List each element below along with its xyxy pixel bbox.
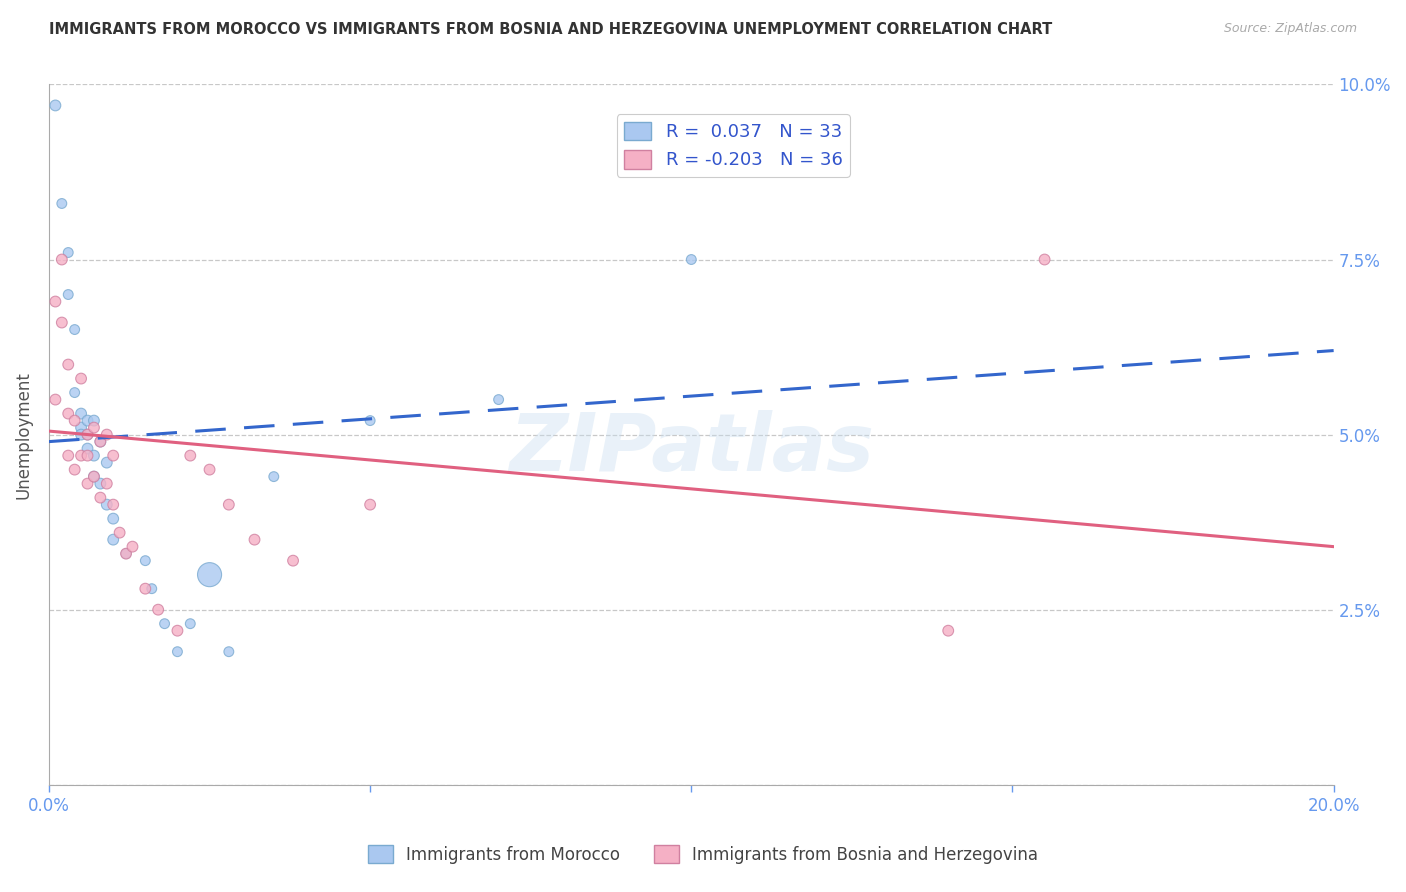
- Point: [89, 476, 111, 491]
- Point: [115, 547, 138, 561]
- Point: [70, 427, 93, 442]
- Legend: R =  0.037   N = 33, R = -0.203   N = 36: R = 0.037 N = 33, R = -0.203 N = 36: [617, 114, 849, 177]
- Point: [76, 476, 98, 491]
- Point: [103, 511, 125, 525]
- Point: [76, 414, 98, 428]
- Point: [83, 449, 105, 463]
- Point: [96, 498, 118, 512]
- Point: [1033, 252, 1056, 267]
- Point: [198, 567, 221, 582]
- Point: [121, 540, 143, 554]
- Point: [281, 554, 304, 568]
- Point: [146, 602, 169, 616]
- Point: [63, 385, 86, 400]
- Point: [218, 645, 240, 659]
- Point: [51, 252, 73, 267]
- Point: [179, 449, 201, 463]
- Point: [51, 196, 73, 211]
- Point: [58, 287, 80, 301]
- Point: [198, 462, 221, 476]
- Point: [63, 414, 86, 428]
- Point: [115, 547, 138, 561]
- Point: [76, 427, 98, 442]
- Point: [89, 491, 111, 505]
- Point: [83, 469, 105, 483]
- Point: [103, 449, 125, 463]
- Point: [70, 371, 93, 385]
- Point: [103, 498, 125, 512]
- Point: [103, 533, 125, 547]
- Point: [134, 582, 156, 596]
- Point: [58, 245, 80, 260]
- Point: [70, 407, 93, 421]
- Point: [76, 442, 98, 456]
- Point: [70, 449, 93, 463]
- Point: [153, 616, 176, 631]
- Point: [134, 554, 156, 568]
- Point: [936, 624, 959, 638]
- Point: [166, 645, 188, 659]
- Point: [83, 414, 105, 428]
- Point: [243, 533, 266, 547]
- Point: [58, 407, 80, 421]
- Text: ZIPatlas: ZIPatlas: [509, 409, 873, 488]
- Point: [83, 420, 105, 434]
- Y-axis label: Unemployment: Unemployment: [15, 371, 32, 499]
- Text: IMMIGRANTS FROM MOROCCO VS IMMIGRANTS FROM BOSNIA AND HERZEGOVINA UNEMPLOYMENT C: IMMIGRANTS FROM MOROCCO VS IMMIGRANTS FR…: [49, 22, 1053, 37]
- Point: [141, 582, 163, 596]
- Point: [179, 616, 201, 631]
- Point: [263, 469, 285, 483]
- Point: [83, 469, 105, 483]
- Point: [63, 322, 86, 336]
- Point: [96, 427, 118, 442]
- Point: [359, 498, 381, 512]
- Point: [63, 462, 86, 476]
- Point: [166, 624, 188, 638]
- Point: [89, 434, 111, 449]
- Point: [44, 294, 66, 309]
- Text: Source: ZipAtlas.com: Source: ZipAtlas.com: [1223, 22, 1357, 36]
- Point: [58, 449, 80, 463]
- Point: [76, 449, 98, 463]
- Point: [108, 525, 131, 540]
- Point: [681, 252, 703, 267]
- Point: [51, 316, 73, 330]
- Legend: Immigrants from Morocco, Immigrants from Bosnia and Herzegovina: Immigrants from Morocco, Immigrants from…: [361, 838, 1045, 871]
- Point: [44, 392, 66, 407]
- Point: [70, 420, 93, 434]
- Point: [488, 392, 510, 407]
- Point: [218, 498, 240, 512]
- Point: [96, 456, 118, 470]
- Point: [359, 414, 381, 428]
- Point: [96, 476, 118, 491]
- Point: [44, 98, 66, 112]
- Point: [76, 427, 98, 442]
- Point: [89, 434, 111, 449]
- Point: [58, 358, 80, 372]
